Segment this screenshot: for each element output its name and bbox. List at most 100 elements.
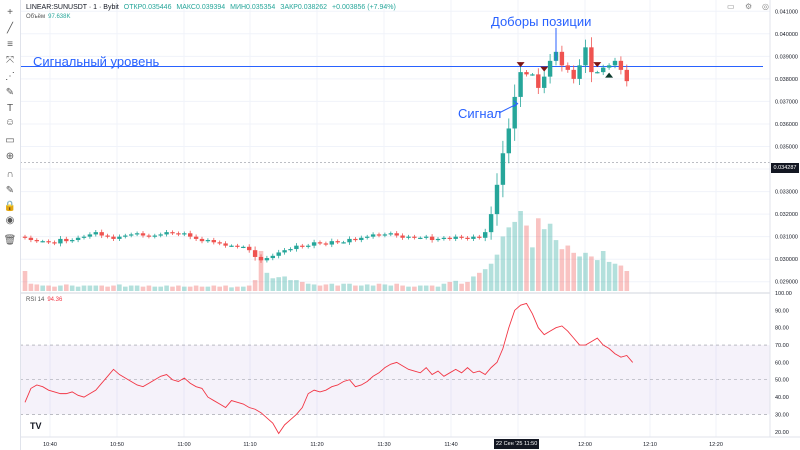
volume-bar — [347, 283, 352, 291]
crosshair-icon[interactable]: + — [7, 7, 13, 18]
ruler-icon[interactable]: ▭ — [5, 135, 15, 146]
settings-icon[interactable]: ⚙ — [745, 2, 753, 11]
candle-body — [471, 236, 476, 239]
symbol-label[interactable]: LINEAR:SUNUSDT · 1 · Bybit — [26, 4, 119, 11]
lock-drawing-icon[interactable]: ✎ — [5, 185, 15, 196]
volume-bar — [353, 285, 358, 291]
volume-bar — [69, 285, 75, 291]
candle-body — [158, 234, 163, 236]
volume-bar — [506, 227, 512, 291]
volume-bar — [530, 247, 535, 291]
candle-body — [612, 60, 618, 66]
volume-bar — [123, 286, 128, 291]
volume-bar — [46, 285, 51, 291]
price-tick-label: 0.036000 — [775, 122, 798, 128]
candle-body — [447, 237, 452, 239]
candle-body — [75, 237, 81, 241]
volume-bar — [140, 286, 146, 291]
sell-marker — [540, 66, 549, 72]
volume-bar — [223, 285, 228, 291]
candle-body — [477, 236, 482, 238]
eye-icon[interactable]: ◉ — [5, 215, 15, 226]
close-value: ЗАКР0.038262 — [280, 4, 328, 11]
magnet-icon[interactable]: ∩ — [6, 169, 14, 180]
current-time-tag: 22 Сен '25 11:50 — [494, 439, 540, 449]
candle-body — [595, 72, 600, 74]
candle-body — [205, 240, 211, 242]
candle-body — [459, 236, 464, 238]
volume-bar — [246, 285, 252, 291]
volume-bar — [81, 285, 87, 291]
candle-body — [388, 233, 393, 235]
candle-body — [117, 236, 122, 239]
volume-bar — [370, 285, 376, 291]
candle-body — [606, 65, 612, 68]
candle-body — [347, 238, 352, 243]
candle-body — [58, 238, 63, 244]
signal-arrow-head — [513, 100, 519, 108]
volume-bar — [146, 285, 152, 291]
candle-body — [601, 67, 606, 73]
candle-body — [217, 242, 222, 244]
volume-bar — [75, 286, 81, 291]
volume-bars — [22, 211, 630, 291]
candle-body — [406, 236, 411, 238]
volume-bar — [624, 271, 630, 291]
volume-bar — [423, 285, 429, 291]
volume-bar — [117, 284, 122, 291]
volume-bar — [152, 286, 158, 291]
screenshot-icon[interactable]: ◎ — [762, 2, 769, 11]
high-value: МАКС0.039394 — [176, 4, 226, 11]
volume-bar — [341, 283, 346, 291]
candle-body — [211, 240, 216, 243]
candle-body — [123, 235, 128, 237]
pattern-icon[interactable]: ⤧ — [6, 55, 14, 66]
volume-bar — [471, 276, 476, 291]
candle-body — [276, 252, 281, 256]
maximize-icon[interactable]: ▭ — [727, 2, 735, 11]
rsi-tick-label: 70.00 — [775, 343, 789, 349]
zoom-icon[interactable]: ⊕ — [5, 151, 15, 162]
volume-bar — [205, 286, 211, 291]
time-tick-label: 10:40 — [43, 442, 57, 448]
trash-icon[interactable]: 🗑 — [3, 235, 17, 246]
volume-bar — [441, 283, 447, 291]
price-tick-label: 0.035000 — [775, 145, 798, 151]
candle-body — [418, 237, 423, 239]
forecast-icon[interactable]: ⋰ — [5, 71, 15, 82]
tradingview-logo-icon: TV — [30, 421, 42, 431]
candle-body — [435, 238, 441, 241]
volume-bar — [64, 284, 69, 291]
volume-bar — [323, 284, 329, 291]
candle-body — [323, 243, 329, 245]
volume-bar — [52, 286, 57, 291]
candle-body — [229, 245, 234, 247]
volume-bar — [518, 211, 523, 291]
candle-body — [311, 242, 317, 246]
current-price-tag: 0.034287 — [771, 163, 799, 173]
candle-body — [453, 236, 458, 239]
volume-bar — [595, 260, 600, 291]
candle-body — [512, 96, 517, 129]
drawing-toolbar: + ╱ ≡ ⤧ ⋰ ✎ T ☺ ▭ ⊕ ∩ ✎ 🔒 ◉ 🗑 — [0, 0, 21, 450]
volume-bar — [577, 256, 582, 291]
volume-bar — [258, 251, 264, 291]
volume-bar — [329, 283, 335, 291]
volume-bar — [193, 285, 199, 291]
trend-line-icon[interactable]: ╱ — [6, 23, 14, 34]
fib-icon[interactable]: ≡ — [7, 39, 13, 50]
candle-body — [223, 243, 228, 246]
brush-icon[interactable]: ✎ — [5, 87, 15, 98]
candle-body — [105, 235, 110, 237]
position-adds-annotation: Доборы позиции — [491, 14, 592, 29]
text-icon[interactable]: T — [6, 103, 14, 114]
lock-icon[interactable]: 🔒 — [3, 201, 17, 212]
signal-arrow — [498, 103, 518, 114]
emoji-icon[interactable]: ☺ — [4, 117, 16, 128]
price-tick-label: 0.033000 — [775, 190, 798, 196]
candle-body — [300, 245, 305, 247]
sell-marker — [516, 62, 525, 68]
volume-bar — [400, 285, 405, 291]
candle-body — [81, 236, 87, 238]
